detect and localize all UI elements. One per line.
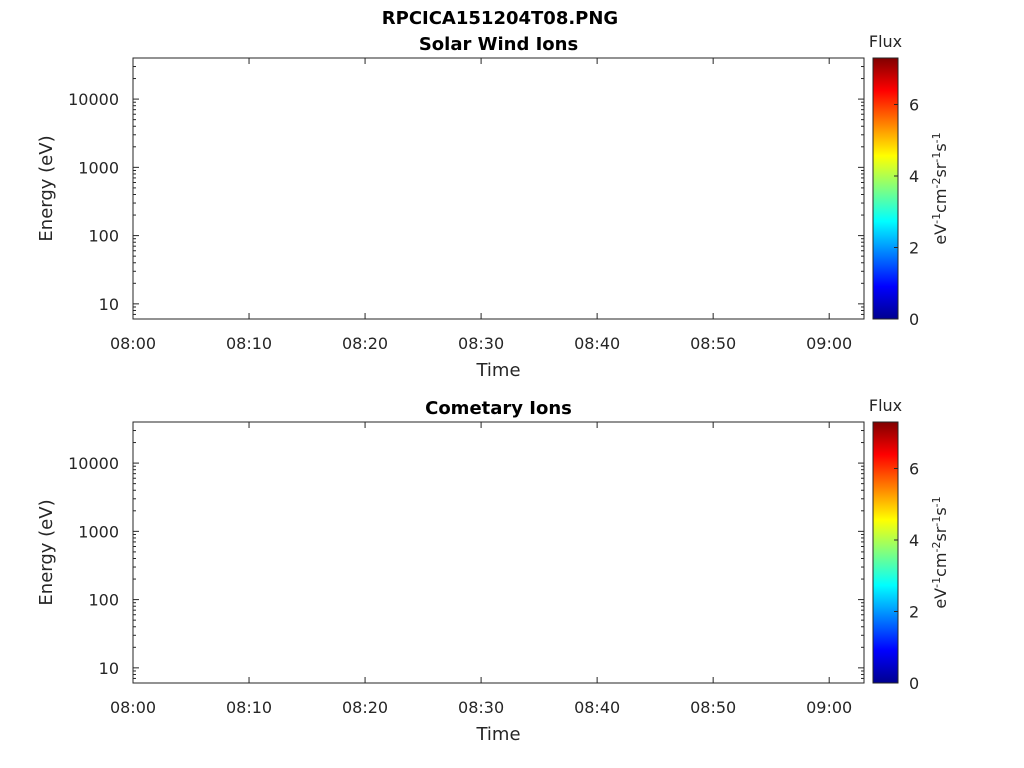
panel-title: Solar Wind Ions (419, 34, 578, 55)
x-tick-label: 08:00 (110, 334, 156, 353)
x-axis-label: Time (475, 360, 520, 381)
x-tick-label: 08:30 (458, 698, 504, 717)
colorbar-tick-label: 4 (909, 167, 919, 186)
y-tick-label: 1000 (78, 522, 119, 541)
colorbar-title: Flux (869, 396, 902, 415)
colorbar-tick-label: 4 (909, 531, 919, 550)
y-axis-label: Energy (eV) (36, 499, 57, 605)
figure-title: RPCICA151204T08.PNG (381, 8, 619, 29)
y-axis: 10 100 1000 10000 Energy (eV) (36, 57, 864, 320)
colorbar-tick-label: 6 (909, 459, 919, 478)
colorbar-tick-label: 6 (909, 95, 919, 114)
y-tick-label: 10 (99, 295, 119, 314)
x-tick-label: 08:40 (574, 334, 620, 353)
plot-area-frame (132, 57, 865, 320)
colorbar-tick-label: 0 (909, 674, 919, 693)
colorbar-units-label: eV-1cm-2sr-1s-1 (930, 496, 951, 608)
y-axis-label: Energy (eV) (36, 135, 57, 241)
cometary-ions-panel: Cometary Ions 10 100 1000 10000 Energy (eV) 08… (36, 396, 950, 745)
x-axis: 08:00 08:10 08:20 08:30 08:40 08:50 09:00 Time (110, 422, 852, 745)
x-tick-label: 08:30 (458, 334, 504, 353)
x-tick-label: 08:10 (226, 334, 272, 353)
y-tick-label: 10 (99, 659, 119, 678)
y-tick-label: 100 (88, 227, 119, 246)
x-tick-label: 08:20 (342, 334, 388, 353)
plot-area-frame (132, 421, 865, 684)
x-tick-label: 08:40 (574, 698, 620, 717)
y-tick-label: 1000 (78, 158, 119, 177)
x-tick-label: 08:50 (690, 698, 736, 717)
panel-title: Cometary Ions (425, 398, 572, 419)
x-tick-label: 09:00 (806, 698, 852, 717)
y-tick-label: 100 (88, 591, 119, 610)
colorbar-tick-label: 2 (909, 238, 919, 257)
solar-wind-ions-panel: Solar Wind Ions 10 100 1000 10000 Energy (eV)… (36, 32, 950, 381)
x-tick-label: 08:20 (342, 698, 388, 717)
colorbar-gradient (872, 421, 899, 684)
colorbar: 0 2 4 6 Flux eV-1cm-2sr-1s-1 (869, 32, 950, 329)
x-axis-label: Time (475, 724, 520, 745)
colorbar-units-label: eV-1cm-2sr-1s-1 (930, 132, 951, 244)
colorbar-tick-label: 2 (909, 602, 919, 621)
y-tick-label: 10000 (68, 454, 119, 473)
x-tick-label: 08:00 (110, 698, 156, 717)
colorbar: 0 2 4 6 Flux eV-1cm-2sr-1s-1 (869, 396, 950, 693)
x-tick-label: 09:00 (806, 334, 852, 353)
y-axis: 10 100 1000 10000 Energy (eV) (36, 421, 864, 684)
colorbar-gradient (872, 57, 899, 320)
x-tick-label: 08:50 (690, 334, 736, 353)
y-tick-label: 10000 (68, 90, 119, 109)
x-tick-label: 08:10 (226, 698, 272, 717)
x-axis: 08:00 08:10 08:20 08:30 08:40 08:50 09:00 Time (110, 58, 852, 381)
colorbar-tick-label: 0 (909, 310, 919, 329)
colorbar-title: Flux (869, 32, 902, 51)
